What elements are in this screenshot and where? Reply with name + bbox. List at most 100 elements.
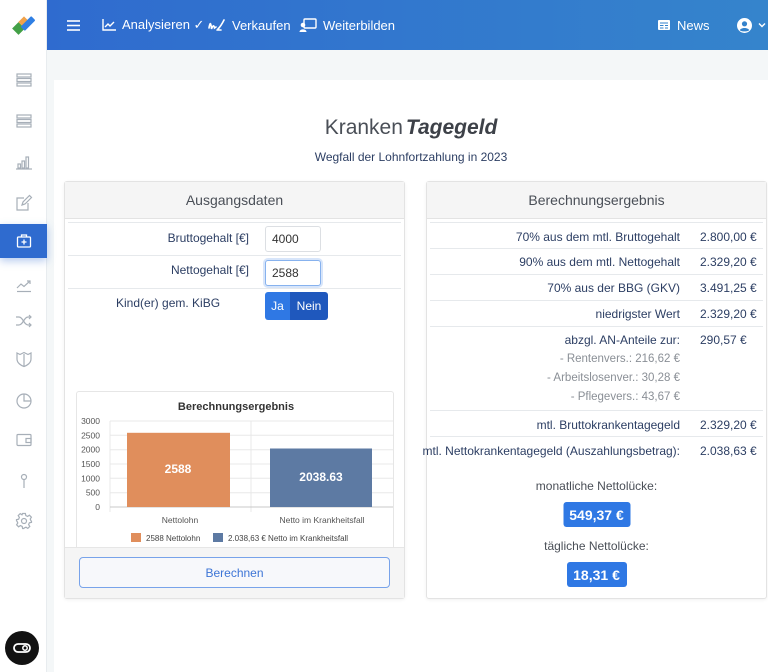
nettogehalt-input[interactable]	[265, 260, 321, 286]
chart-title: Berechnungsergebnis	[178, 401, 294, 413]
svg-text:2000: 2000	[81, 445, 100, 455]
result-row: 90% aus dem mtl. Nettogehalt 2.329,20 €	[430, 248, 763, 274]
signature-icon	[208, 19, 225, 31]
kind-label: Kind(er) gem. KiBG	[116, 296, 221, 310]
kind-nein-option[interactable]: Nein	[290, 292, 328, 320]
x-label-nettolohn: Nettolohn	[162, 515, 199, 525]
deduction-label: abzgl. AN-Anteile zur:	[564, 333, 680, 347]
sidebar-item-trend[interactable]	[0, 268, 47, 302]
netto-label: Nettogehalt [€]	[170, 263, 249, 277]
sidebar-item-pie[interactable]	[0, 384, 47, 418]
berechnen-button[interactable]: Berechnen	[79, 557, 390, 588]
wallet-icon	[15, 433, 32, 447]
pie-chart-icon	[15, 393, 32, 409]
kind-toggle: Ja Nein	[265, 292, 328, 320]
presentation-icon	[299, 18, 317, 32]
pin-icon	[20, 473, 27, 488]
svg-text:0: 0	[95, 502, 100, 512]
result-value: 2.329,20 €	[700, 255, 757, 269]
legend-label-netto-krankheitsfall: 2.038,63 € Netto im Krankheitsfall	[228, 534, 348, 543]
result-card-header: Berechnungsergebnis	[427, 182, 766, 219]
netto-krankentagegeld-row: mtl. Nettokrankentagegeld (Auszahlungsbe…	[423, 436, 763, 464]
sidebar-item-edit[interactable]	[0, 186, 47, 220]
list-icon	[15, 114, 32, 128]
newspaper-icon	[658, 20, 670, 30]
bar-nettolohn[interactable]	[127, 432, 230, 507]
nav-verkaufen-label: Verkaufen	[232, 17, 291, 33]
trend-icon	[16, 280, 31, 293]
page-subtitle: Wegfall der Lohnfortzahlung in 2023	[314, 150, 508, 164]
sidebar-item-settings[interactable]	[0, 504, 47, 538]
result-value: 2.800,00 €	[700, 230, 757, 244]
nav-weiterbilden[interactable]: Weiterbilden	[299, 18, 395, 33]
shield-icon	[15, 351, 32, 368]
sidebar	[0, 0, 47, 672]
svg-text:500: 500	[86, 488, 100, 498]
bar-chart: Berechnungsergebnis	[81, 401, 393, 543]
input-card: Ausgangsdaten Bruttogehalt [€] Nettogeha…	[64, 181, 405, 599]
result-chart: Berechnungsergebnis	[76, 391, 394, 551]
co-assistant-button[interactable]	[5, 631, 39, 665]
bar-chart-icon	[15, 156, 32, 170]
app-logo[interactable]	[0, 0, 47, 50]
sidebar-item-statistics[interactable]	[0, 145, 47, 179]
nav-weiterbilden-label: Weiterbilden	[323, 17, 396, 33]
legend-label-nettolohn: 2588 Nettolohn	[146, 534, 200, 543]
page-title: Kranken Tagegeld	[54, 116, 768, 140]
page-title-plain: Kranken	[324, 116, 403, 139]
result-card: Berechnungsergebnis 70% aus dem mtl. Bru…	[423, 181, 767, 599]
result-row: 70% aus dem mtl. Bruttogehalt 2.800,00 €	[430, 222, 763, 248]
bruttogehalt-input[interactable]	[265, 226, 321, 252]
brutto-row: Bruttogehalt [€]	[68, 222, 401, 255]
user-menu-button[interactable]	[737, 17, 766, 33]
svg-text:1500: 1500	[81, 459, 100, 469]
sidebar-item-list-2[interactable]	[0, 104, 47, 138]
svg-text:2500: 2500	[81, 430, 100, 440]
sidebar-item-shield[interactable]	[0, 342, 47, 376]
menu-toggle-button[interactable]	[67, 19, 80, 31]
sidebar-item-pin[interactable]	[0, 464, 47, 498]
deduction-row: abzgl. AN-Anteile zur: 290,57 € - Renten…	[430, 326, 763, 410]
nav-news[interactable]: News	[657, 18, 710, 33]
sidebar-item-list-1[interactable]	[0, 63, 47, 97]
legend-swatch-nettolohn	[131, 533, 141, 542]
shuffle-icon	[15, 314, 32, 328]
deduction-value: 290,57 €	[700, 333, 747, 347]
nav-analysieren[interactable]: Analysieren ✓	[102, 17, 204, 33]
chevron-down-icon	[758, 23, 766, 28]
kind-ja-option[interactable]: Ja	[265, 292, 290, 320]
sidebar-item-wallet[interactable]	[0, 423, 47, 457]
result-value: 3.491,25 €	[700, 281, 757, 295]
medical-kit-icon	[16, 234, 31, 248]
monthly-gap-label: monatliche Nettolücke:	[535, 479, 658, 493]
edit-icon	[15, 194, 32, 211]
result-label: 70% aus der BBG (GKV)	[547, 281, 680, 295]
netto-krankentagegeld-label: mtl. Nettokrankentagegeld (Auszahlungsbe…	[422, 444, 680, 458]
result-label: 70% aus dem mtl. Bruttogehalt	[515, 230, 680, 244]
daily-gap-badge: 18,31 €	[566, 562, 627, 587]
legend-swatch-netto-krankheitsfall	[213, 533, 223, 542]
top-navigation-bar: Analysieren ✓ Verkaufen Weiterbilden New…	[47, 0, 768, 50]
sidebar-item-shuffle[interactable]	[0, 304, 47, 338]
hamburger-icon	[67, 19, 80, 31]
nav-verkaufen[interactable]: Verkaufen	[208, 18, 291, 33]
sidebar-item-krankentagegeld[interactable]	[0, 224, 47, 258]
bar-netto-krankheitsfall[interactable]	[270, 448, 372, 508]
nav-news-label: News	[677, 17, 710, 33]
svg-text:1000: 1000	[81, 473, 100, 483]
bar-label-nettolohn: 2588	[165, 462, 192, 476]
user-circle-icon	[737, 17, 752, 33]
deduction-detail-arbeitslosenvers: - Arbeitslosenver.: 30,28 €	[547, 372, 680, 384]
netto-row: Nettogehalt [€]	[68, 255, 401, 288]
list-icon	[15, 73, 32, 87]
result-row: niedrigster Wert 2.329,20 €	[430, 300, 763, 326]
logo-icon	[11, 16, 35, 35]
daily-gap-label: tägliche Nettolücke:	[544, 539, 649, 553]
input-card-footer: Berechnen	[65, 547, 404, 598]
monthly-gap-badge: 549,37 €	[563, 502, 630, 527]
netto-krankentagegeld-value: 2.038,63 €	[700, 444, 757, 458]
kind-row: Kind(er) gem. KiBG Ja Nein	[68, 288, 401, 328]
result-label: niedrigster Wert	[595, 307, 680, 321]
brutto-label: Bruttogehalt [€]	[167, 231, 249, 245]
